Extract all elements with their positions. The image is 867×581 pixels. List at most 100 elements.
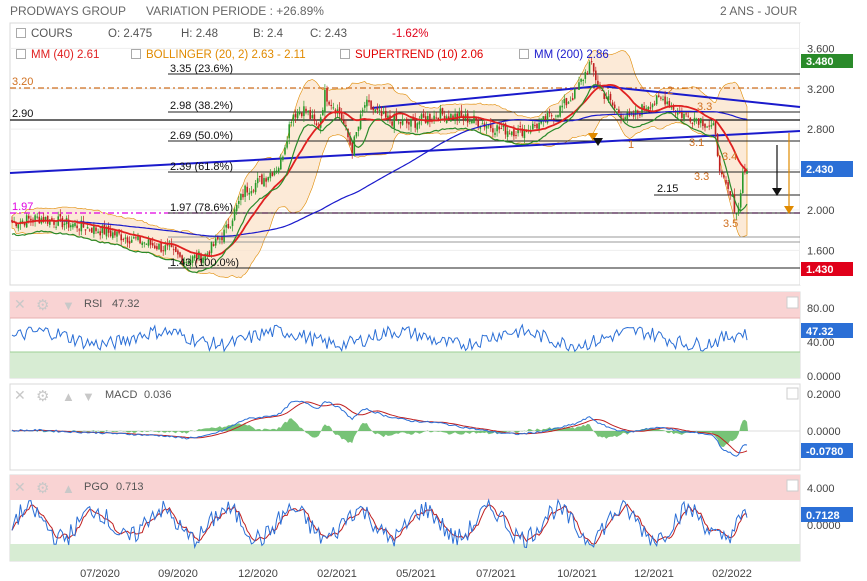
x-axis-label: 10/2021 bbox=[557, 568, 597, 580]
candle-body bbox=[697, 118, 700, 125]
candle-body bbox=[668, 101, 671, 108]
rsi-move-down-icon[interactable]: ▼ bbox=[62, 298, 75, 313]
macd-settings-icon[interactable]: ⚙ bbox=[36, 388, 49, 405]
legend-mm40[interactable]: MM (40) 2.61 bbox=[16, 49, 99, 61]
candle-body bbox=[88, 229, 91, 231]
candle-body bbox=[687, 115, 689, 117]
x-axis-label: 07/2021 bbox=[476, 568, 516, 580]
cours-checkbox[interactable] bbox=[16, 28, 26, 38]
macd-badge-red-text: -0.1197 bbox=[806, 456, 843, 468]
candle-body bbox=[141, 242, 143, 245]
candle-body bbox=[170, 244, 173, 248]
candle-body bbox=[84, 229, 87, 231]
candle-body bbox=[70, 225, 72, 228]
candle-body bbox=[429, 113, 431, 122]
fib-label-23: 3.35 (23.6%) bbox=[170, 63, 233, 75]
candle-body bbox=[307, 110, 309, 113]
candle-body bbox=[44, 217, 47, 221]
candle-body bbox=[126, 237, 129, 243]
candle-body bbox=[317, 126, 320, 129]
candle-body bbox=[679, 111, 681, 113]
candle-body bbox=[553, 118, 555, 120]
candle-body bbox=[513, 129, 515, 137]
candle-body bbox=[555, 115, 557, 117]
price-tick: 1.600 bbox=[807, 245, 835, 257]
candle-body bbox=[475, 117, 477, 121]
target-arrowhead bbox=[772, 188, 782, 196]
candle-body bbox=[305, 108, 307, 112]
pgo-settings-icon[interactable]: ⚙ bbox=[36, 480, 49, 497]
bollinger-label: BOLLINGER (20, 2) bbox=[146, 49, 249, 61]
candle-body bbox=[735, 213, 738, 215]
legend-cours[interactable]: COURS bbox=[16, 28, 73, 40]
mm200-value: 2.86 bbox=[586, 49, 609, 61]
orange-arrowhead bbox=[784, 206, 794, 214]
candle-body bbox=[481, 123, 484, 125]
candle-body bbox=[242, 193, 244, 198]
candle-body bbox=[559, 106, 561, 117]
legend-low: B: 2.4 bbox=[253, 28, 284, 40]
candle-body bbox=[191, 256, 194, 263]
candle-body bbox=[439, 108, 442, 119]
fib-label-38: 2.98 (38.2%) bbox=[170, 100, 233, 112]
candle-body bbox=[708, 125, 710, 127]
candle-body bbox=[313, 114, 316, 121]
candle-body bbox=[433, 115, 435, 122]
candle-body bbox=[351, 142, 353, 154]
candle-body bbox=[616, 108, 618, 110]
rsi-settings-icon[interactable]: ⚙ bbox=[36, 297, 49, 314]
legend-bollinger[interactable]: BOLLINGER (20, 2) 2.63 - 2.11 bbox=[131, 49, 306, 61]
mm200-checkbox[interactable] bbox=[519, 49, 529, 59]
pgo-upper-zone bbox=[10, 475, 800, 500]
candle-body bbox=[254, 183, 257, 193]
supertrend-checkbox[interactable] bbox=[340, 49, 350, 59]
candle-body bbox=[240, 193, 242, 201]
bollinger-checkbox[interactable] bbox=[131, 49, 141, 59]
candle-body bbox=[609, 93, 612, 100]
candle-body bbox=[613, 104, 616, 109]
candle-body bbox=[582, 79, 584, 81]
macd-move-up-icon[interactable]: ▲ bbox=[62, 389, 75, 404]
legend-mm200[interactable]: MM (200) 2.86 bbox=[519, 49, 609, 61]
candle-body bbox=[601, 90, 603, 92]
macd-move-down-icon[interactable]: ▼ bbox=[82, 389, 95, 404]
mm40-label: MM (40) bbox=[31, 49, 74, 61]
candle-body bbox=[517, 128, 519, 134]
candle-body bbox=[603, 93, 605, 99]
rsi-maximize-box[interactable] bbox=[786, 296, 799, 309]
legend-supertrend[interactable]: SUPERTREND (10) 2.06 bbox=[340, 49, 483, 61]
candle-body bbox=[357, 126, 360, 132]
candle-body bbox=[154, 245, 156, 249]
candle-body bbox=[359, 114, 362, 129]
candle-body bbox=[53, 220, 55, 225]
period-selector[interactable]: 2 ANS - JOUR bbox=[720, 4, 798, 18]
macd-close-icon[interactable]: ✕ bbox=[14, 387, 26, 403]
candle-body bbox=[649, 107, 652, 109]
candle-body bbox=[172, 249, 175, 251]
candle-body bbox=[275, 170, 278, 172]
candle-body bbox=[479, 126, 482, 129]
candle-body bbox=[702, 120, 704, 127]
macd-panel bbox=[9, 383, 801, 471]
macd-maximize-box[interactable] bbox=[786, 387, 799, 400]
candle-body bbox=[727, 182, 729, 189]
candle-body bbox=[311, 115, 314, 119]
candle-body bbox=[458, 112, 461, 119]
mm40-checkbox[interactable] bbox=[16, 49, 26, 59]
candle-body bbox=[580, 78, 582, 82]
pgo-maximize-box[interactable] bbox=[786, 479, 799, 492]
candle-body bbox=[116, 231, 118, 237]
rsi-close-icon[interactable]: ✕ bbox=[14, 296, 26, 312]
pgo-close-icon[interactable]: ✕ bbox=[14, 479, 26, 495]
candle-body bbox=[471, 120, 473, 124]
pgo-value: 0.713 bbox=[116, 481, 144, 493]
macd-tick-0: 0.0000 bbox=[807, 426, 841, 438]
candle-body bbox=[565, 98, 568, 106]
candle-body bbox=[364, 105, 366, 108]
pgo-move-up-icon[interactable]: ▲ bbox=[62, 481, 75, 496]
candle-body bbox=[160, 242, 162, 252]
x-axis-label: 09/2020 bbox=[158, 568, 198, 580]
candle-body bbox=[120, 234, 122, 241]
candle-body bbox=[508, 133, 511, 135]
supertrend-label: SUPERTREND (10) bbox=[355, 49, 458, 61]
